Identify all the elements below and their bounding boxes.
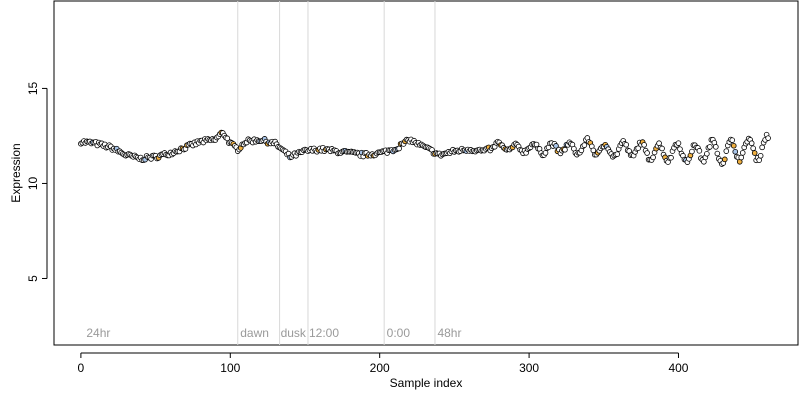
- data-point: [581, 142, 588, 148]
- data-point: [396, 145, 402, 152]
- x-tick-label: 0: [78, 361, 85, 375]
- x-tick-label: 200: [370, 361, 390, 375]
- marker-label: 48hr: [437, 326, 461, 340]
- data-point: [713, 144, 719, 150]
- data-point: [668, 154, 674, 161]
- data-point: [701, 159, 707, 165]
- data-point: [553, 143, 559, 149]
- data-point: [675, 140, 682, 146]
- marker-label: 12:00: [309, 326, 339, 340]
- x-tick-label: 400: [668, 361, 688, 375]
- data-point: [765, 135, 771, 141]
- data-point: [542, 150, 549, 156]
- data-point: [562, 146, 568, 153]
- data-point: [721, 156, 728, 163]
- data-point: [732, 148, 739, 155]
- y-axis-label: Expression: [9, 143, 23, 202]
- y-tick-label: 15: [26, 81, 40, 95]
- data-point: [738, 154, 745, 161]
- x-axis-label: Sample index: [390, 376, 463, 390]
- marker-label: dawn: [240, 326, 269, 340]
- data-point: [644, 150, 650, 156]
- data-point: [759, 144, 765, 151]
- data-point: [714, 150, 721, 157]
- marker-label: 24hr: [86, 326, 110, 340]
- data-point: [696, 148, 703, 154]
- x-tick-label: 100: [220, 361, 240, 375]
- data-point: [729, 137, 736, 143]
- data-point: [659, 145, 665, 152]
- marker-label: 0:00: [387, 326, 411, 340]
- marker-labels: dawn dusk 12:00 0:00 48hr 24hr: [86, 326, 461, 340]
- vertical-markers: [237, 1, 436, 345]
- x-tick-label: 300: [519, 361, 539, 375]
- data-point: [704, 151, 710, 157]
- marker-label: dusk: [281, 326, 307, 340]
- y-tick-label: 10: [26, 176, 40, 190]
- data-point: [635, 145, 641, 152]
- y-axis: 5 10 15: [26, 81, 48, 282]
- data-point: [739, 150, 746, 156]
- data-point: [757, 152, 764, 159]
- data-point: [689, 148, 695, 155]
- data-point: [748, 140, 755, 147]
- y-tick-label: 5: [26, 275, 40, 282]
- data-point: [614, 151, 621, 157]
- data-point: [751, 150, 758, 156]
- plot-frame: [53, 0, 799, 346]
- data-point: [623, 141, 629, 148]
- x-axis: 0 100 200 300 400: [78, 352, 689, 375]
- data-point: [641, 142, 647, 148]
- data-point: [750, 145, 756, 152]
- data-point: [723, 148, 730, 154]
- data-point: [730, 142, 737, 149]
- data-point: [707, 144, 713, 150]
- data-point: [650, 154, 656, 161]
- data-points: [78, 129, 771, 167]
